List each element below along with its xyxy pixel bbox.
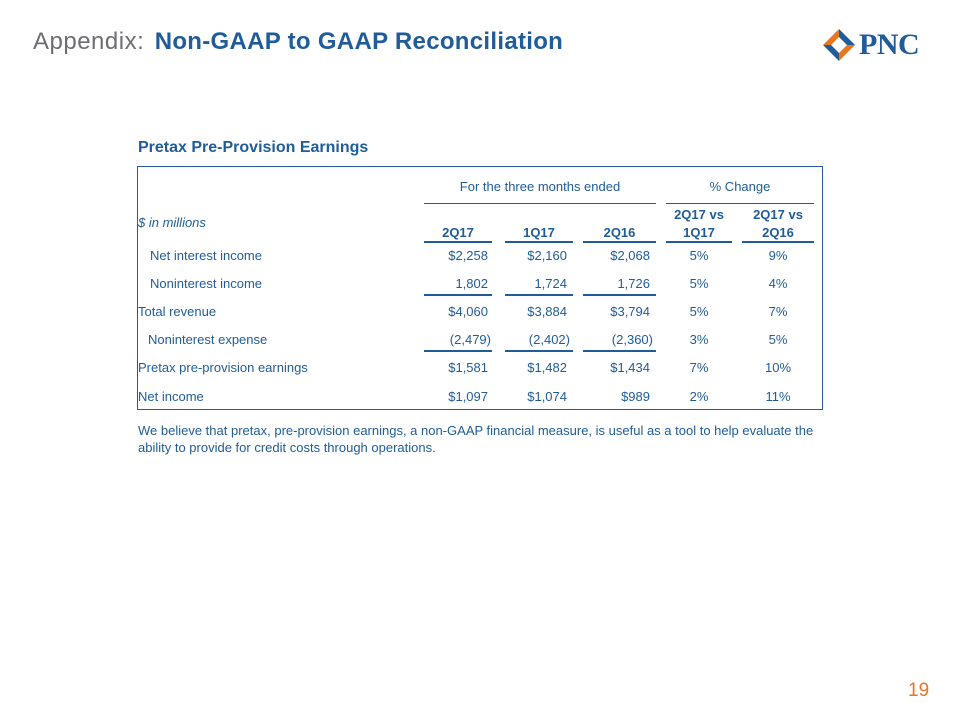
table-cell: $1,097 bbox=[448, 389, 488, 404]
table-cell: $2,160 bbox=[527, 248, 567, 263]
subtotal-rule bbox=[583, 294, 656, 296]
table-cell: $989 bbox=[621, 389, 650, 404]
footnote-text: We believe that pretax, pre-provision ea… bbox=[138, 423, 814, 455]
table-cell: $2,068 bbox=[610, 248, 650, 263]
row-label-net-interest-income: Net interest income bbox=[150, 248, 262, 263]
period-group-header: For the three months ended bbox=[459, 179, 621, 194]
change-header-vs-2q16-line2: 2Q16 bbox=[762, 225, 794, 240]
page-title: Non-GAAP to GAAP Reconciliation bbox=[154, 28, 564, 55]
table-cell: (2,479) bbox=[449, 332, 491, 347]
table-cell: $1,482 bbox=[527, 360, 567, 375]
column-header-underline bbox=[583, 241, 656, 243]
table-cell: 1,726 bbox=[617, 276, 650, 291]
pnc-logo: PNC bbox=[822, 28, 920, 62]
period-group-rule bbox=[424, 203, 656, 204]
section-title: Pretax Pre-Provision Earnings bbox=[138, 139, 369, 156]
table-cell: 4% bbox=[768, 276, 788, 291]
table-cell: $1,581 bbox=[448, 360, 488, 375]
table-cell: (2,402) bbox=[528, 332, 570, 347]
column-header-2q16: 2Q16 bbox=[603, 225, 636, 240]
table-cell: $2,258 bbox=[448, 248, 488, 263]
page-number: 19 bbox=[908, 680, 930, 701]
table-cell: 3% bbox=[689, 332, 709, 347]
row-label-noninterest-income: Noninterest income bbox=[150, 276, 262, 291]
reconciliation-table: For the three months ended % Change $ in… bbox=[137, 166, 823, 410]
pnc-mark-icon bbox=[823, 29, 855, 61]
row-label-noninterest-expense: Noninterest expense bbox=[148, 332, 268, 347]
table-cell: $1,074 bbox=[527, 389, 567, 404]
table-cell: $3,794 bbox=[610, 304, 650, 319]
change-group-rule bbox=[666, 203, 814, 204]
change-group-header: % Change bbox=[709, 179, 771, 194]
column-header-1q17: 1Q17 bbox=[523, 225, 555, 240]
row-label-total-revenue: Total revenue bbox=[138, 304, 217, 319]
header-prefix: Appendix: bbox=[33, 28, 145, 55]
column-header-underline bbox=[742, 241, 814, 243]
slide-header: Appendix: Non-GAAP to GAAP Reconciliatio… bbox=[33, 28, 563, 56]
table-cell: (2,360) bbox=[611, 332, 653, 347]
table-cell: $4,060 bbox=[448, 304, 488, 319]
change-header-vs-1q17-line1: 2Q17 vs bbox=[674, 207, 724, 222]
row-label-net-income: Net income bbox=[138, 389, 204, 404]
table-cell: $1,434 bbox=[610, 360, 650, 375]
table-cell: 10% bbox=[764, 360, 792, 375]
table-cell: $3,884 bbox=[527, 304, 567, 319]
table-cell: 9% bbox=[768, 248, 788, 263]
table-cell: 11% bbox=[765, 389, 791, 404]
change-header-vs-2q16-line1: 2Q17 vs bbox=[753, 207, 803, 222]
subtotal-rule bbox=[505, 350, 573, 352]
units-label: $ in millions bbox=[138, 215, 206, 230]
table-cell: 1,802 bbox=[455, 276, 488, 291]
table-cell: 7% bbox=[689, 360, 709, 375]
column-header-underline bbox=[424, 241, 492, 243]
table-cell: 1,724 bbox=[534, 276, 567, 291]
subtotal-rule bbox=[583, 350, 656, 352]
column-header-underline bbox=[666, 241, 732, 243]
table-cell: 5% bbox=[689, 248, 709, 263]
table-cell: 7% bbox=[768, 304, 788, 319]
change-header-vs-1q17-line2: 1Q17 bbox=[683, 225, 715, 240]
subtotal-rule bbox=[424, 294, 492, 296]
subtotal-rule bbox=[505, 294, 573, 296]
logo-wordmark: PNC bbox=[859, 28, 920, 61]
table-cell: 5% bbox=[689, 276, 709, 291]
column-header-2q17: 2Q17 bbox=[442, 225, 474, 240]
table-cell: 2% bbox=[689, 389, 709, 404]
table-cell: 5% bbox=[768, 332, 788, 347]
subtotal-rule bbox=[424, 350, 492, 352]
row-label-pretax-pre-provision-earnings: Pretax pre-provision earnings bbox=[138, 360, 308, 375]
column-header-underline bbox=[505, 241, 573, 243]
table-cell: 5% bbox=[689, 304, 709, 319]
